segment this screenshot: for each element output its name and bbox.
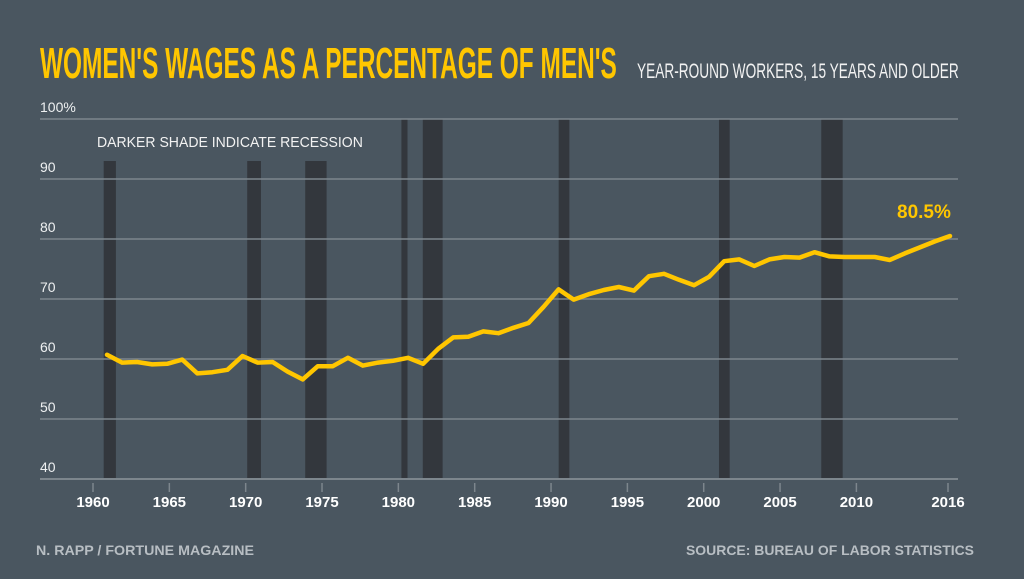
chart-title: WOMEN'S WAGES AS A PERCENTAGE OF MEN'S: [40, 39, 617, 88]
recession-band: [305, 161, 327, 479]
x-tick-label: 1995: [611, 494, 644, 511]
x-tick-label: 1965: [153, 494, 186, 511]
x-tick-label: 1980: [382, 494, 415, 511]
chart-subtitle-group: YEAR-ROUND WORKERS, 15 YEARS AND OLDER: [637, 59, 959, 83]
x-tick-label: 2005: [763, 494, 796, 511]
y-tick-label: 80: [40, 219, 56, 235]
y-tick-label: 50: [40, 399, 56, 415]
y-tick-label: 70: [40, 279, 56, 295]
recession-note-group: DARKER SHADE INDICATE RECESSION: [97, 135, 363, 152]
x-tick-label: 1985: [458, 494, 491, 511]
x-tick-label: 2010: [840, 494, 873, 511]
source: SOURCE: BUREAU OF LABOR STATISTICS: [686, 542, 974, 558]
gridlines: [40, 118, 958, 420]
recession-band: [103, 161, 116, 479]
y-tick-label: 60: [40, 339, 56, 355]
y-tick-label: 90: [40, 159, 56, 175]
x-tick-label: 1960: [76, 494, 109, 511]
x-tick-label: 1990: [534, 494, 567, 511]
x-tick-label: 1970: [229, 494, 262, 511]
recession-band: [247, 161, 261, 479]
x-tick-label: 2016: [931, 494, 964, 511]
y-tick-label: 40: [40, 459, 56, 475]
chart-title-group: WOMEN'S WAGES AS A PERCENTAGE OF MEN'S: [40, 39, 617, 88]
x-tick-label: 2000: [687, 494, 720, 511]
y-tick-label: 100%: [40, 99, 76, 115]
end-value-label: 80.5%: [897, 202, 951, 223]
credit: N. RAPP / FORTUNE MAGAZINE: [36, 542, 254, 558]
recession-note: DARKER SHADE INDICATE RECESSION: [97, 135, 363, 152]
x-axis: 1960 1965 1970 1975 1980 1985 1990 1995 2000 2005…: [40, 478, 965, 511]
chart-subtitle: YEAR-ROUND WORKERS, 15 YEARS AND OLDER: [637, 59, 959, 83]
data-points: [106, 235, 951, 380]
y-axis-labels: 100% 90 80 70 60 50 40: [40, 99, 76, 475]
x-tick-label: 1975: [305, 494, 338, 511]
